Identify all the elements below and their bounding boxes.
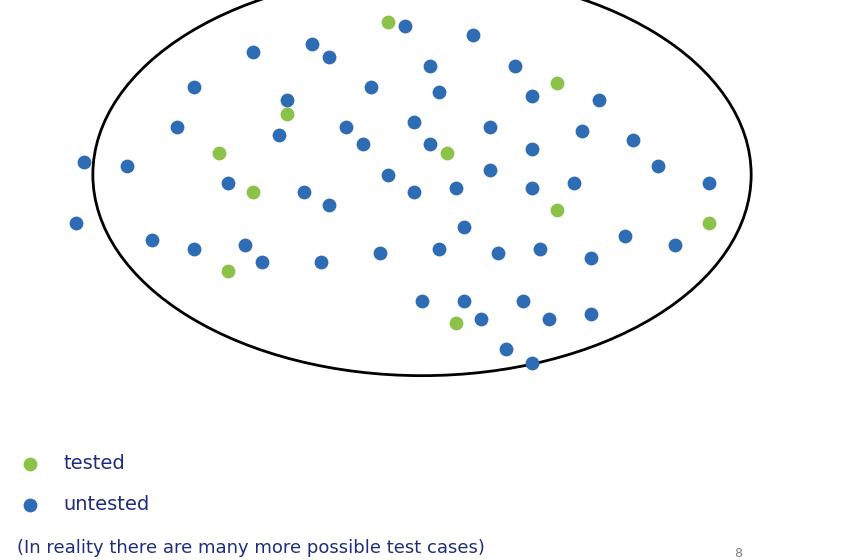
Point <box>246 188 260 197</box>
Point <box>618 231 631 240</box>
Point <box>322 201 336 210</box>
Point <box>415 297 429 306</box>
Point <box>466 30 479 39</box>
Point <box>626 136 640 144</box>
Point <box>457 297 471 306</box>
Point <box>381 170 395 179</box>
Point <box>407 118 420 127</box>
Point <box>365 83 378 92</box>
Point <box>576 127 589 136</box>
Point <box>542 314 555 323</box>
Point <box>550 78 564 87</box>
Point <box>297 188 311 197</box>
Point <box>567 179 581 188</box>
Point <box>398 22 412 31</box>
Point <box>652 161 665 170</box>
Point <box>322 52 336 61</box>
Point <box>339 122 353 131</box>
Point <box>592 96 606 105</box>
Point <box>474 314 488 323</box>
Point <box>69 218 83 227</box>
Point <box>424 61 437 70</box>
Point <box>491 249 505 258</box>
Point <box>424 139 437 148</box>
Point <box>246 48 260 57</box>
Point <box>221 267 235 276</box>
Point <box>280 109 294 118</box>
Point <box>702 218 716 227</box>
Point <box>78 157 91 166</box>
Point <box>221 179 235 188</box>
Point <box>381 17 395 26</box>
Point <box>432 87 446 96</box>
Point <box>373 249 387 258</box>
Point <box>525 92 538 101</box>
Point <box>213 148 226 157</box>
Point <box>483 166 496 175</box>
Point <box>702 179 716 188</box>
Text: untested: untested <box>63 495 149 514</box>
Point <box>187 83 201 92</box>
Point <box>584 310 598 319</box>
Point <box>500 345 513 354</box>
Point <box>23 459 36 468</box>
Point <box>457 223 471 232</box>
Point <box>255 258 268 267</box>
Point <box>525 144 538 153</box>
Point <box>668 240 682 249</box>
Point <box>432 245 446 254</box>
Point <box>533 245 547 254</box>
Point <box>23 500 36 509</box>
Point <box>525 183 538 192</box>
Point <box>407 188 420 197</box>
Point <box>170 122 184 131</box>
Point <box>441 148 454 157</box>
Point <box>238 240 252 249</box>
Point <box>272 131 285 140</box>
Text: tested: tested <box>63 454 125 473</box>
Point <box>187 245 201 254</box>
Point <box>525 358 538 367</box>
Text: (In reality there are many more possible test cases): (In reality there are many more possible… <box>17 539 484 557</box>
Point <box>584 253 598 262</box>
Point <box>508 61 522 70</box>
Point <box>356 139 370 148</box>
Point <box>550 205 564 214</box>
Point <box>280 96 294 105</box>
Point <box>306 39 319 48</box>
Point <box>449 319 463 328</box>
Point <box>449 183 463 192</box>
Point <box>120 161 133 170</box>
Point <box>483 122 496 131</box>
Point <box>145 236 159 245</box>
Text: 8: 8 <box>734 547 742 560</box>
Point <box>314 258 327 267</box>
Point <box>517 297 530 306</box>
